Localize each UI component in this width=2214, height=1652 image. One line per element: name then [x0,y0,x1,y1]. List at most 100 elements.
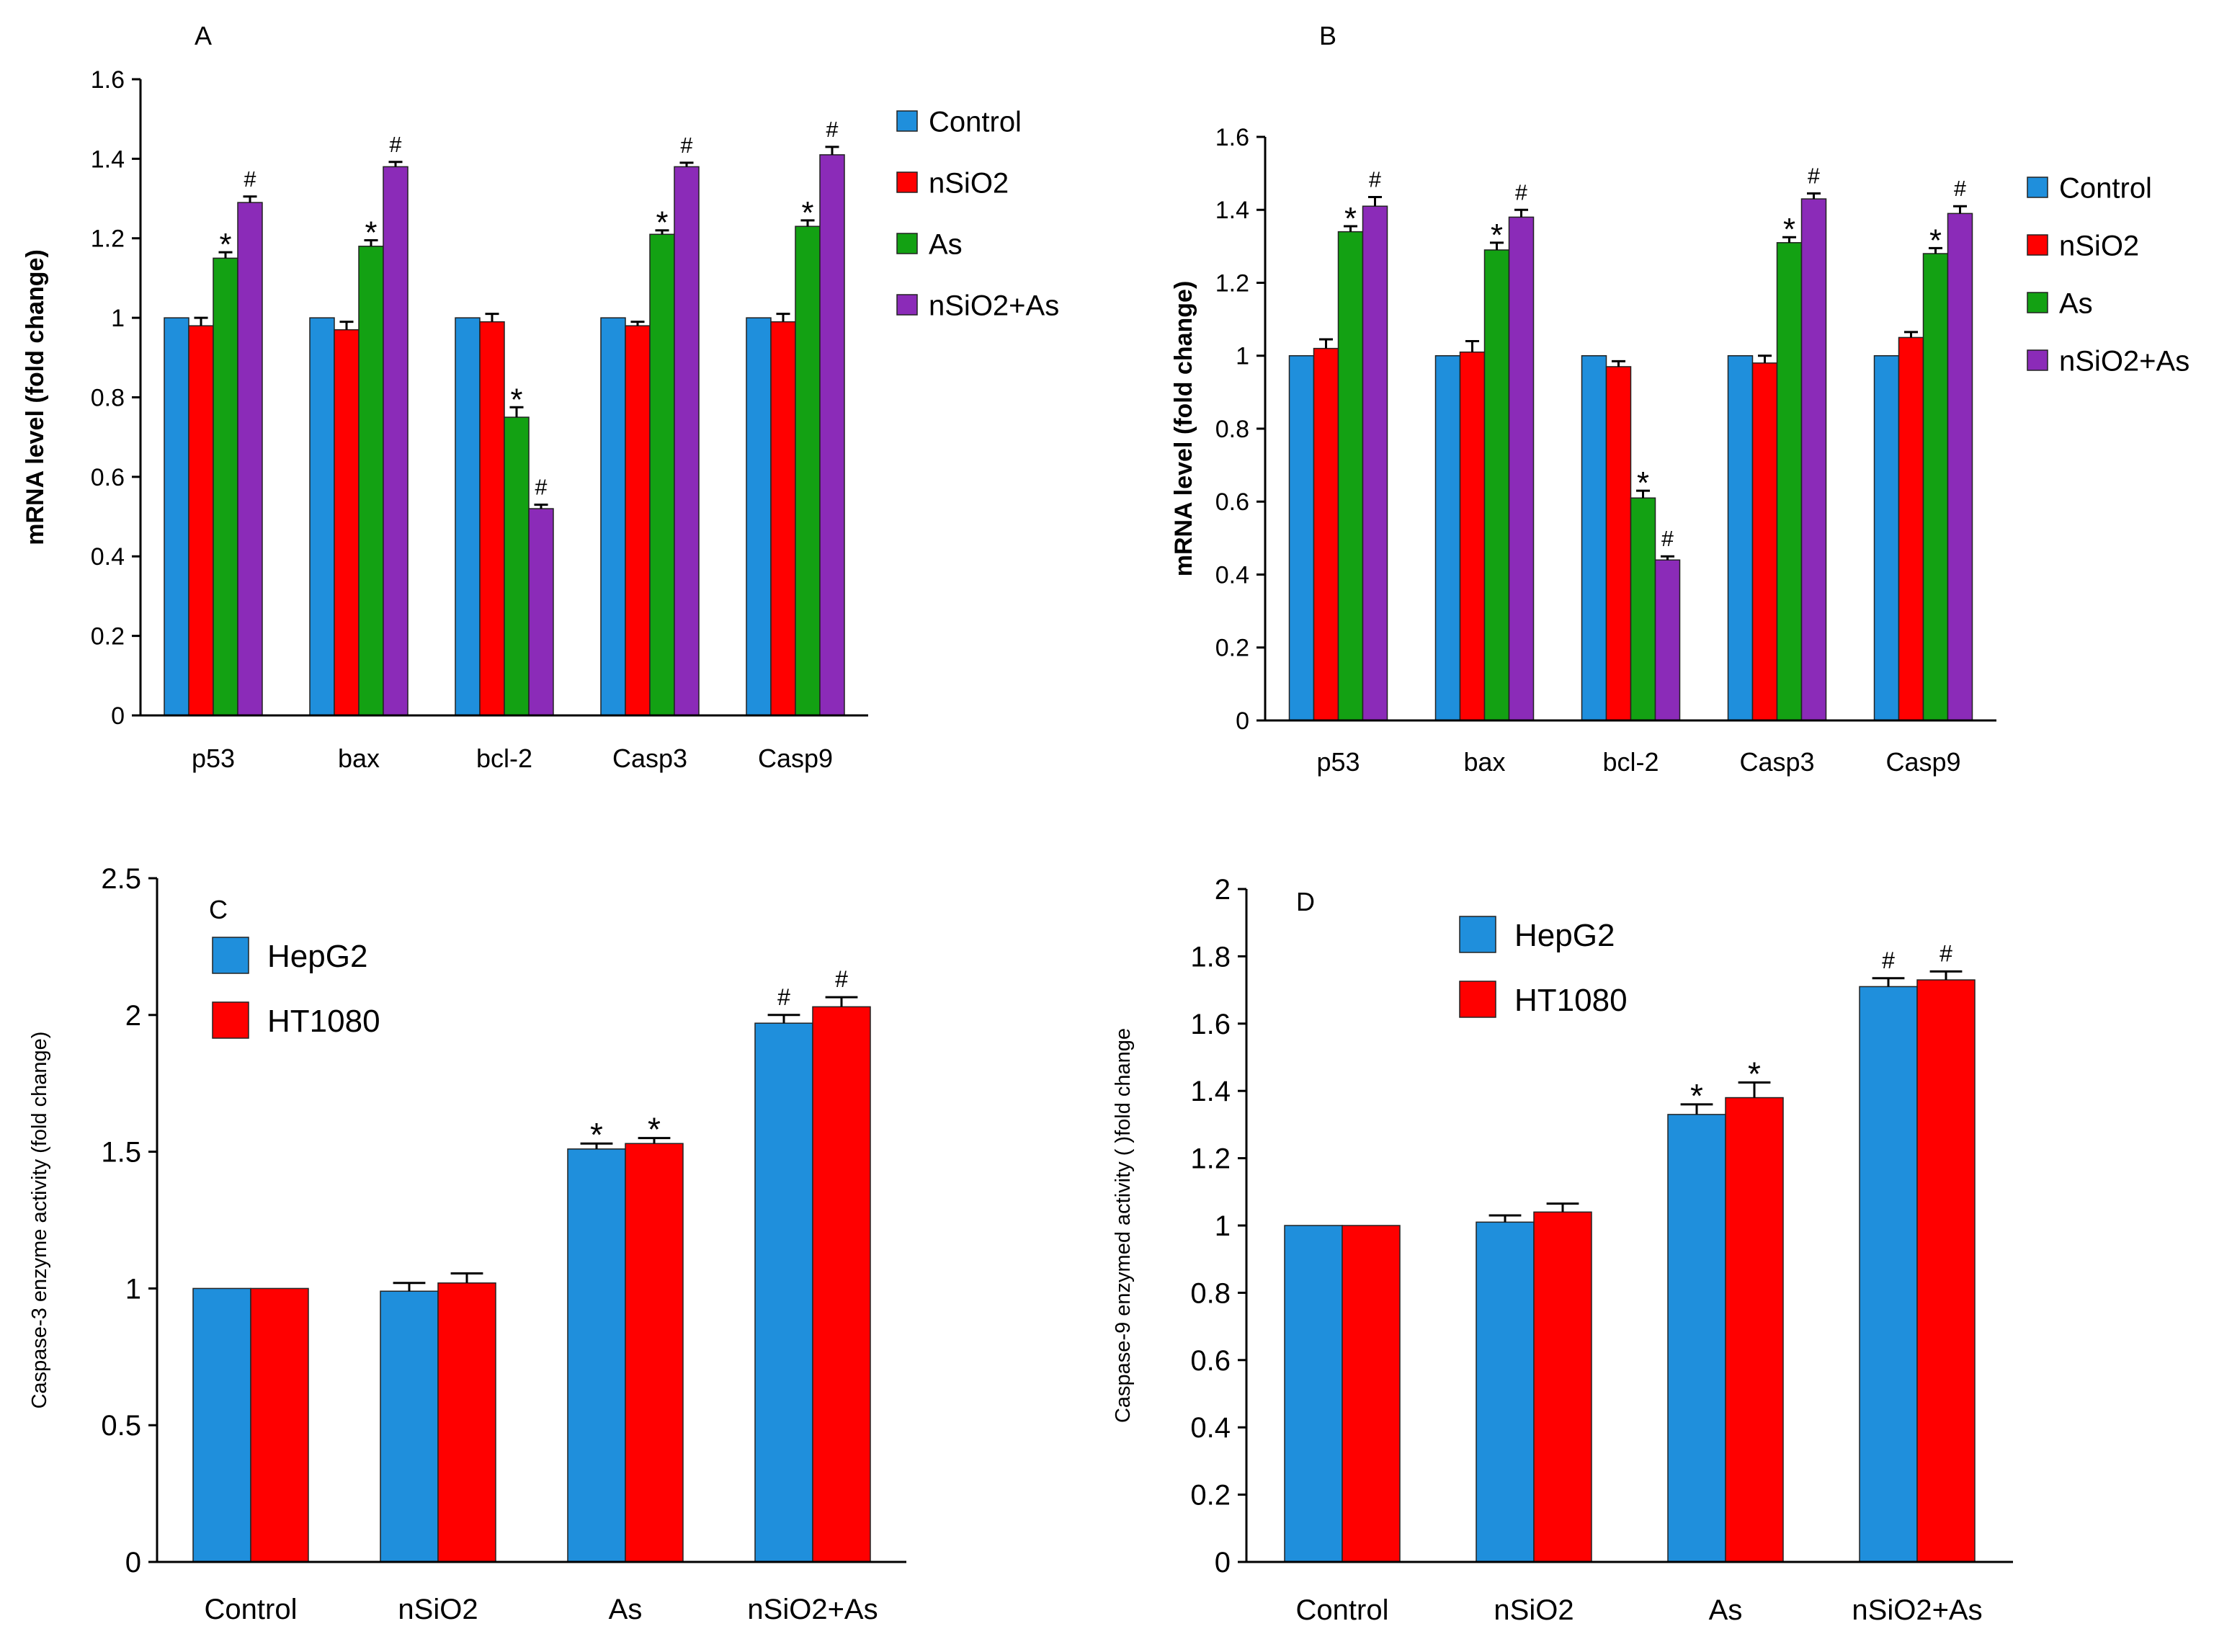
bar-c-hepg2-control [192,1287,251,1563]
bar-b-nsio2-bax [1459,351,1486,721]
legend-label-a-1: nSiO2 [929,167,1009,199]
x-tick-label-c-0: Control [205,1594,298,1625]
y-tick-label-a-2: 0.4 [91,543,125,571]
legend-swatch-b-3 [2027,349,2048,371]
y-tick-label-d-2: 0.4 [1190,1412,1231,1444]
legend-swatch-b-2 [2027,292,2048,313]
significance-marker-b-2-3: * [1783,212,1795,247]
significance-marker-a-3-0: # [244,167,256,192]
legend-swatch-d-0 [1459,916,1496,953]
x-tick-label-d-3: nSiO2+As [1852,1594,1982,1626]
y-tick-label-c-1: 0.5 [101,1410,141,1442]
y-tick-label-b-2: 0.4 [1215,561,1249,589]
bar-a-control-casp9 [746,317,772,716]
bar-a-nsio2-casp9 [770,321,796,716]
y-tick-label-d-7: 1.4 [1190,1076,1231,1107]
legend-label-b-2: As [2059,287,2093,319]
significance-marker-a-3-4: # [826,117,839,142]
y-tick-label-b-3: 0.6 [1215,488,1249,516]
y-tick-label-d-1: 0.2 [1190,1480,1231,1512]
bar-b-control-bax [1434,355,1461,721]
y-tick-label-c-5: 2.5 [101,863,141,895]
y-tick-label-b-0: 0 [1236,707,1249,735]
significance-marker-b-3-0: # [1369,168,1381,192]
bar-c-hepg2-nsio2 [380,1290,439,1563]
significance-marker-c-1-3: # [835,966,848,992]
bar-b-control-p53 [1288,355,1315,721]
significance-marker-b-3-3: # [1808,164,1820,188]
bar-d-hepg2-control [1284,1225,1343,1563]
panel-label-d: D [1296,887,1315,916]
y-tick-label-b-1: 0.2 [1215,635,1249,662]
bar-a-control-bax [309,317,335,716]
bar-d-ht1080-nsio2-as [1916,979,1976,1563]
x-tick-label-b-0: p53 [1316,747,1360,777]
bar-c-ht1080-nsio2 [437,1282,496,1563]
bar-d-ht1080-as [1725,1097,1784,1563]
significance-marker-a-2-4: * [801,195,813,231]
legend-label-d-1: HT1080 [1514,983,1628,1018]
bar-b-nsio2-as-p53 [1362,205,1388,721]
y-tick-label-a-4: 0.8 [91,384,125,411]
bar-a-nsio2-as-p53 [237,202,263,716]
y-tick-label-d-0: 0 [1215,1547,1231,1579]
bar-c-ht1080-control [250,1287,309,1563]
x-tick-label-d-0: Control [1296,1594,1389,1626]
bar-d-hepg2-nsio2 [1476,1221,1535,1563]
bar-d-hepg2-as [1667,1114,1726,1563]
y-tick-label-d-6: 1.2 [1190,1143,1231,1175]
legend-swatch-a-1 [896,171,918,193]
legend-swatch-d-1 [1459,981,1496,1018]
bar-b-control-casp9 [1873,355,1900,721]
bar-b-nsio2-as-bax [1508,216,1535,721]
y-tick-label-a-8: 1.6 [91,66,125,94]
bar-b-as-bcl-2 [1630,497,1656,721]
bar-d-ht1080-control [1342,1225,1401,1563]
x-tick-label-d-2: As [1709,1594,1743,1626]
legend-swatch-c-1 [212,1001,249,1039]
chart-d-svg: D Caspase-9 enzymed activity ( )fold chan… [1112,874,2013,1626]
significance-marker-c-1-2: * [648,1111,661,1148]
y-tick-label-a-6: 1.2 [91,226,125,253]
bar-b-control-casp3 [1727,355,1754,721]
y-tick-label-d-10: 2 [1215,874,1231,906]
significance-marker-d-1-2: * [1748,1055,1761,1093]
y-tick-label-a-7: 1.4 [91,146,125,173]
legend-label-b-3: nSiO2+As [2059,345,2190,377]
panel-label-c: C [209,895,228,924]
y-tick-label-a-5: 1 [111,305,125,332]
legend-swatch-a-0 [896,110,918,132]
bar-a-nsio2-bcl-2 [479,321,505,716]
y-tick-label-c-3: 1.5 [101,1137,141,1169]
bar-b-as-casp9 [1922,253,1949,721]
legend-label-d-0: HepG2 [1514,918,1615,953]
bar-b-as-bax [1483,249,1510,721]
y-tick-label-b-6: 1.2 [1215,269,1249,297]
bar-a-nsio2-casp3 [625,325,651,716]
bar-a-nsio2-p53 [188,325,214,716]
x-tick-label-c-1: nSiO2 [398,1594,478,1625]
bar-a-nsio2-as-casp9 [819,154,845,716]
significance-marker-c-0-3: # [777,984,790,1010]
significance-marker-a-2-0: * [219,227,231,262]
x-tick-label-a-1: bax [338,744,380,773]
legend-swatch-c-0 [212,937,249,974]
bar-b-as-p53 [1337,231,1364,721]
significance-marker-b-3-4: # [1954,177,1966,201]
y-tick-label-a-3: 0.6 [91,464,125,491]
chart-panel-d: D Caspase-9 enzymed activity ( )fold chan… [1107,824,2214,1648]
x-tick-label-c-2: As [609,1594,643,1625]
chart-panel-c: C Caspase-3 enzyme activity (fold change)… [0,824,1107,1648]
bar-a-as-casp9 [795,226,821,716]
y-axis-label-b: mRNA level (fold change) [1170,281,1197,577]
x-tick-label-a-4: Casp9 [758,744,833,773]
significance-marker-a-2-2: * [510,382,522,417]
y-tick-label-b-7: 1.4 [1215,197,1249,224]
y-axis-label-a: mRNA level (fold change) [22,249,49,545]
y-axis-label-c: Caspase-3 enzyme activity (fold change) [28,1032,51,1409]
legend-label-a-2: As [929,228,963,260]
bar-c-ht1080-as [625,1143,684,1563]
